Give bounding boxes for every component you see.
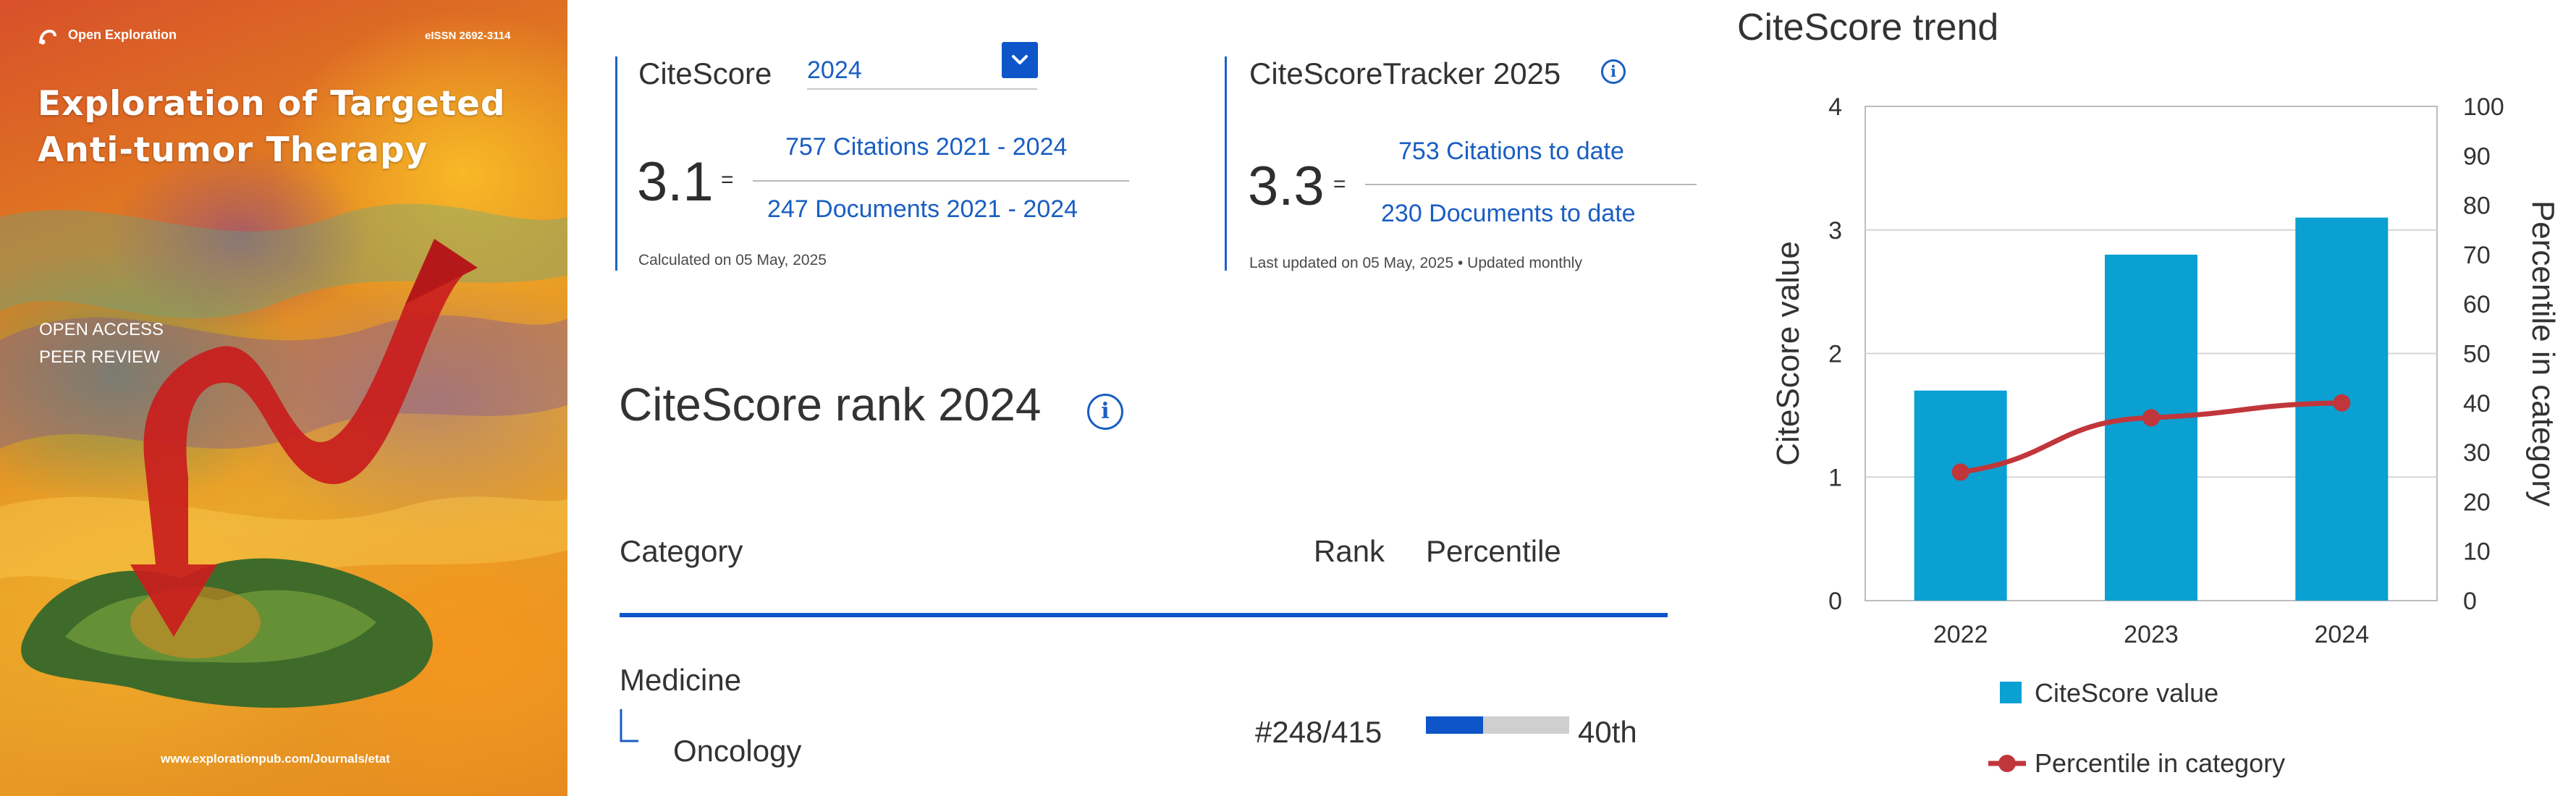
y-tick-label: 0 bbox=[1828, 588, 1842, 615]
percentile-bar-fill bbox=[1426, 716, 1484, 734]
cover-publisher: Open Exploration bbox=[68, 27, 177, 42]
tracker-fraction-divider bbox=[1365, 184, 1697, 185]
legend-marker-percentile bbox=[1998, 755, 2016, 772]
open-exploration-logo-icon bbox=[38, 27, 56, 46]
y2-axis-label: Percentile in category bbox=[2525, 200, 2561, 507]
citescore-calculated-note: Calculated on 05 May, 2025 bbox=[638, 252, 827, 268]
y2-tick-label: 90 bbox=[2463, 143, 2491, 170]
y2-tick-label: 0 bbox=[2463, 588, 2477, 615]
tracker-label: CiteScoreTracker 2025 bbox=[1249, 56, 1561, 90]
legend-swatch-citescore bbox=[2000, 682, 2022, 703]
cover-tag-open-access: OPEN ACCESS bbox=[39, 320, 164, 339]
y2-tick-label: 80 bbox=[2463, 192, 2491, 220]
citescore-year-select[interactable]: 2024 bbox=[807, 56, 1037, 90]
y-tick-label: 3 bbox=[1828, 217, 1842, 245]
y2-tick-label: 10 bbox=[2463, 538, 2491, 566]
y-tick-label: 1 bbox=[1828, 464, 1842, 491]
y2-tick-label: 20 bbox=[2463, 488, 2491, 516]
rank-row-percentile: 40th bbox=[1578, 715, 1637, 749]
legend-label-citescore: CiteScore value bbox=[2035, 678, 2218, 708]
citescore-citations-link[interactable]: 757 Citations 2021 - 2024 bbox=[785, 133, 1068, 161]
tracker-info-icon[interactable]: i bbox=[1601, 59, 1626, 84]
percentile-bar-track bbox=[1426, 716, 1569, 734]
y-tick-label: 4 bbox=[1828, 93, 1842, 121]
tracker-documents-link[interactable]: 230 Documents to date bbox=[1381, 200, 1636, 227]
rank-title: CiteScore rank 2024 bbox=[619, 378, 1042, 431]
citescore-accent-bar bbox=[615, 56, 617, 271]
tracker-equals: = bbox=[1333, 172, 1346, 196]
y2-tick-label: 70 bbox=[2463, 242, 2491, 269]
tree-branch-icon bbox=[620, 709, 638, 742]
y-tick-label: 2 bbox=[1828, 341, 1842, 368]
rank-row-group: Medicine bbox=[620, 663, 742, 697]
tracker-value: 3.3 bbox=[1248, 156, 1325, 217]
y2-tick-label: 100 bbox=[2463, 93, 2504, 121]
journal-cover: Open Exploration eISSN 2692-3114 Explora… bbox=[0, 0, 567, 796]
y2-tick-label: 50 bbox=[2463, 341, 2491, 368]
x-tick-label: 2023 bbox=[2124, 621, 2179, 648]
citescore-documents-link[interactable]: 247 Documents 2021 - 2024 bbox=[767, 195, 1078, 223]
tracker-updated-note: Last updated on 05 May, 2025 • Updated m… bbox=[1249, 255, 1582, 271]
cover-artwork bbox=[0, 203, 567, 708]
percentile-point-2024 bbox=[2333, 394, 2351, 412]
rank-row-rank: #248/415 bbox=[1255, 715, 1382, 749]
y2-tick-label: 60 bbox=[2463, 291, 2491, 318]
cover-tag-peer-review: PEER REVIEW bbox=[39, 347, 160, 367]
citescore-year-value: 2024 bbox=[807, 56, 862, 84]
citescore-fraction-divider bbox=[753, 180, 1129, 182]
trend-title: CiteScore trend bbox=[1737, 7, 1999, 48]
rank-row-category: Oncology bbox=[673, 734, 802, 768]
x-tick-label: 2024 bbox=[2315, 621, 2370, 648]
cover-url: www.explorationpub.com/Journals/etat bbox=[161, 752, 390, 766]
cover-title-line2: Anti-tumor Therapy bbox=[38, 130, 428, 170]
rank-header-underline bbox=[620, 613, 1668, 617]
legend-label-percentile: Percentile in category bbox=[2035, 748, 2285, 778]
year-dropdown-button[interactable] bbox=[1002, 42, 1038, 78]
cover-title-line1: Exploration of Targeted bbox=[38, 84, 506, 124]
rank-header-percentile: Percentile bbox=[1426, 534, 1561, 568]
percentile-point-2023 bbox=[2142, 409, 2160, 427]
cover-issn: eISSN 2692-3114 bbox=[425, 30, 511, 42]
tracker-citations-link[interactable]: 753 Citations to date bbox=[1398, 137, 1624, 165]
y2-tick-label: 30 bbox=[2463, 439, 2491, 467]
percentile-point-2022 bbox=[1951, 463, 1969, 481]
y2-tick-label: 40 bbox=[2463, 390, 2491, 418]
bar-citescore-2023 bbox=[2105, 254, 2197, 601]
bar-citescore-2022 bbox=[1914, 390, 2007, 601]
rank-header-category: Category bbox=[620, 534, 743, 568]
chevron-down-icon bbox=[1012, 55, 1028, 64]
rank-info-icon[interactable]: i bbox=[1087, 394, 1123, 430]
rank-header-rank: Rank bbox=[1314, 534, 1385, 568]
tracker-accent-bar bbox=[1225, 56, 1227, 271]
y-axis-label: CiteScore value bbox=[1770, 241, 1806, 466]
x-tick-label: 2022 bbox=[1933, 621, 1988, 648]
citescore-equals: = bbox=[721, 168, 734, 192]
citescore-value: 3.1 bbox=[637, 151, 714, 213]
citescore-label: CiteScore bbox=[638, 56, 772, 90]
